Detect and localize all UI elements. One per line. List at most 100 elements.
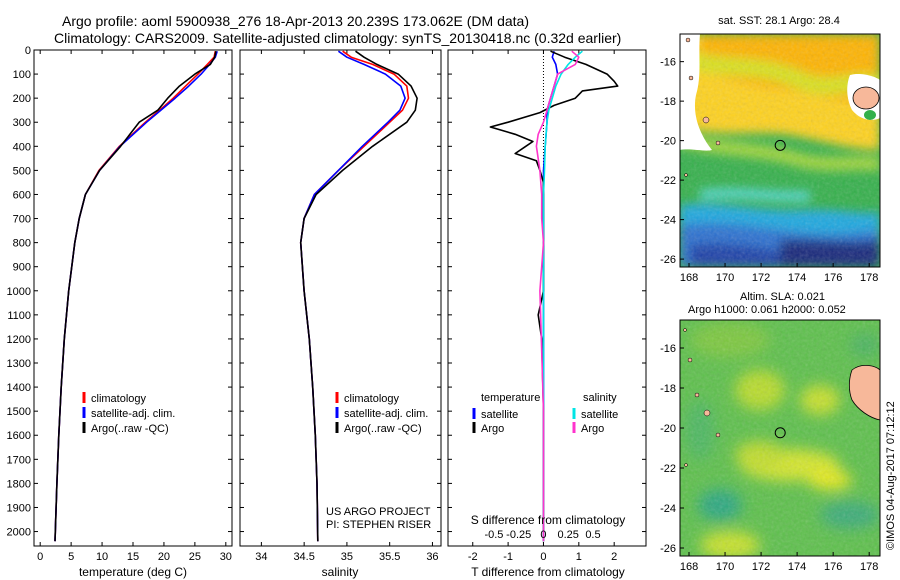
x-tick-label: 34 xyxy=(255,551,267,563)
y-tick-label: 1200 xyxy=(7,334,31,346)
salinity-legend: climatology satellite-adj. clim. Argo(..ra… xyxy=(335,392,428,435)
y-tick-label: 1300 xyxy=(7,358,31,370)
y-tick-label: 700 xyxy=(13,214,31,226)
map-y-tick-label: -22 xyxy=(660,175,676,187)
map-y-tick-label: -26 xyxy=(660,254,676,266)
map-y-tick-label: -20 xyxy=(660,423,676,435)
map-y-tick-label: -18 xyxy=(660,383,676,395)
y-tick-label: 1000 xyxy=(7,286,31,298)
x-tick-label: 10 xyxy=(96,551,108,563)
y-tick-label: 1700 xyxy=(7,454,31,466)
series-line-temperature-satellite xyxy=(542,50,559,542)
map-y-tick-label: -22 xyxy=(660,463,676,475)
legend-label: Argo(..raw -QC) xyxy=(91,423,169,435)
salinity-annotation-2: PI: STEPHEN RISER xyxy=(326,519,431,531)
x-tick-label: 0 xyxy=(540,551,546,563)
salinity-xlabel: salinity xyxy=(322,565,359,579)
map-x-tick-label: 178 xyxy=(860,272,878,284)
y-tick-label: 600 xyxy=(13,189,31,201)
y-tick-label: 1800 xyxy=(7,478,31,490)
map-x-tick-label: 168 xyxy=(680,561,698,573)
series-line-salinity-satellite xyxy=(542,50,583,542)
s-difference-tick-label: 0.25 xyxy=(558,529,579,541)
legend-title-salinity: salinity xyxy=(583,392,617,404)
temperature-axes: 0100200300400500600700800900100011001200… xyxy=(7,45,232,563)
temperature-series xyxy=(54,50,218,542)
temperature-xlabel: temperature (deg C) xyxy=(79,565,187,579)
map-x-tick-label: 176 xyxy=(824,561,842,573)
y-tick-label: 400 xyxy=(13,141,31,153)
y-tick-label: 200 xyxy=(13,93,31,105)
map-y-tick-label: -24 xyxy=(660,215,676,227)
s-difference-tick-label: -0.25 xyxy=(506,529,531,541)
legend-label: satellite xyxy=(481,409,518,421)
salinity-difference-ticks: -0.5 -0.25 0 0.25 0.5 xyxy=(484,529,600,541)
legend-label: climatology xyxy=(91,393,147,405)
temperature-panel: 0100200300400500600700800900100011001200… xyxy=(7,45,233,579)
y-tick-label: 1400 xyxy=(7,382,31,394)
sst-map-ticks: 168 170 172 174 176 178 -16 -18 -20 -22 -24 -26 xyxy=(660,57,878,284)
series-line-argo-raw-qc- xyxy=(299,50,418,542)
map-x-tick-label: 170 xyxy=(716,561,734,573)
salinity-axes: 34 34.5 35 35.5 36 xyxy=(240,49,441,563)
x-tick-label: 15 xyxy=(127,551,139,563)
legend-label: Argo(..raw -QC) xyxy=(344,423,422,435)
sst-argo-marker xyxy=(774,139,786,151)
map-x-tick-label: 172 xyxy=(752,272,770,284)
y-tick-label: 300 xyxy=(13,117,31,129)
salinity-series xyxy=(299,50,418,542)
s-difference-tick-label: -0.5 xyxy=(484,529,503,541)
x-tick-label: 30 xyxy=(220,551,232,563)
sst-map-frame xyxy=(679,33,881,268)
x-tick-label: 25 xyxy=(189,551,201,563)
map-x-tick-label: 176 xyxy=(824,272,842,284)
y-tick-label: 0 xyxy=(25,45,31,57)
y-tick-label: 800 xyxy=(13,238,31,250)
sst-map: 168 170 172 174 176 178 -16 -18 -20 -22 -24 -26 xyxy=(660,33,881,284)
legend-title-temperature: temperature xyxy=(481,392,540,404)
legend-label: climatology xyxy=(344,393,400,405)
sla-map-title-2: Argo h1000: 0.061 h2000: 0.052 xyxy=(688,304,846,316)
sla-map-frame xyxy=(679,319,881,557)
series-line-argo-raw-qc- xyxy=(54,51,217,542)
x-tick-label: -2 xyxy=(468,551,478,563)
x-tick-label: -1 xyxy=(503,551,513,563)
x-tick-label: 34.5 xyxy=(293,551,314,563)
difference-xlabel: T difference from climatology xyxy=(471,565,625,579)
y-tick-label: 1600 xyxy=(7,430,31,442)
sla-map-title-1: Altim. SLA: 0.021 xyxy=(740,291,825,303)
difference-plot-frame xyxy=(447,49,647,547)
series-line-temperature-argo xyxy=(489,50,619,542)
legend-label: Argo xyxy=(481,423,504,435)
legend-label: satellite-adj. clim. xyxy=(344,408,428,420)
y-tick-label: 2000 xyxy=(7,527,31,539)
temperature-plot-frame xyxy=(33,49,233,547)
x-tick-label: 20 xyxy=(158,551,170,563)
credit-text: ©IMOS 04-Aug-2017 07:12:12 xyxy=(885,401,897,550)
map-y-tick-label: -16 xyxy=(660,343,676,355)
y-tick-label: 1500 xyxy=(7,406,31,418)
map-y-tick-label: -18 xyxy=(660,96,676,108)
difference-axes: -2 -1 0 1 2 xyxy=(448,49,646,563)
x-tick-label: 35.5 xyxy=(379,551,400,563)
x-tick-label: 1 xyxy=(576,551,582,563)
series-line-salinity-argo xyxy=(535,50,580,542)
y-tick-label: 1100 xyxy=(7,310,31,322)
map-y-tick-label: -26 xyxy=(660,543,676,555)
difference-legend: temperature salinity satellite Argo satellit… xyxy=(472,392,618,435)
legend-label: satellite-adj. clim. xyxy=(91,408,175,420)
salinity-annotation-1: US ARGO PROJECT xyxy=(326,506,431,518)
map-x-tick-label: 170 xyxy=(716,272,734,284)
s-difference-tick-label: 0 xyxy=(540,529,546,541)
map-x-tick-label: 178 xyxy=(860,561,878,573)
map-y-tick-label: -16 xyxy=(660,57,676,69)
x-tick-label: 36 xyxy=(426,551,438,563)
sla-field xyxy=(680,320,880,556)
header-line-2: Climatology: CARS2009. Satellite-adjuste… xyxy=(54,30,621,46)
map-x-tick-label: 174 xyxy=(788,561,806,573)
x-tick-label: 2 xyxy=(611,551,617,563)
map-x-tick-label: 168 xyxy=(680,272,698,284)
s-difference-tick-label: 0.5 xyxy=(585,529,600,541)
map-x-tick-label: 172 xyxy=(752,561,770,573)
sla-argo-marker xyxy=(774,427,786,439)
